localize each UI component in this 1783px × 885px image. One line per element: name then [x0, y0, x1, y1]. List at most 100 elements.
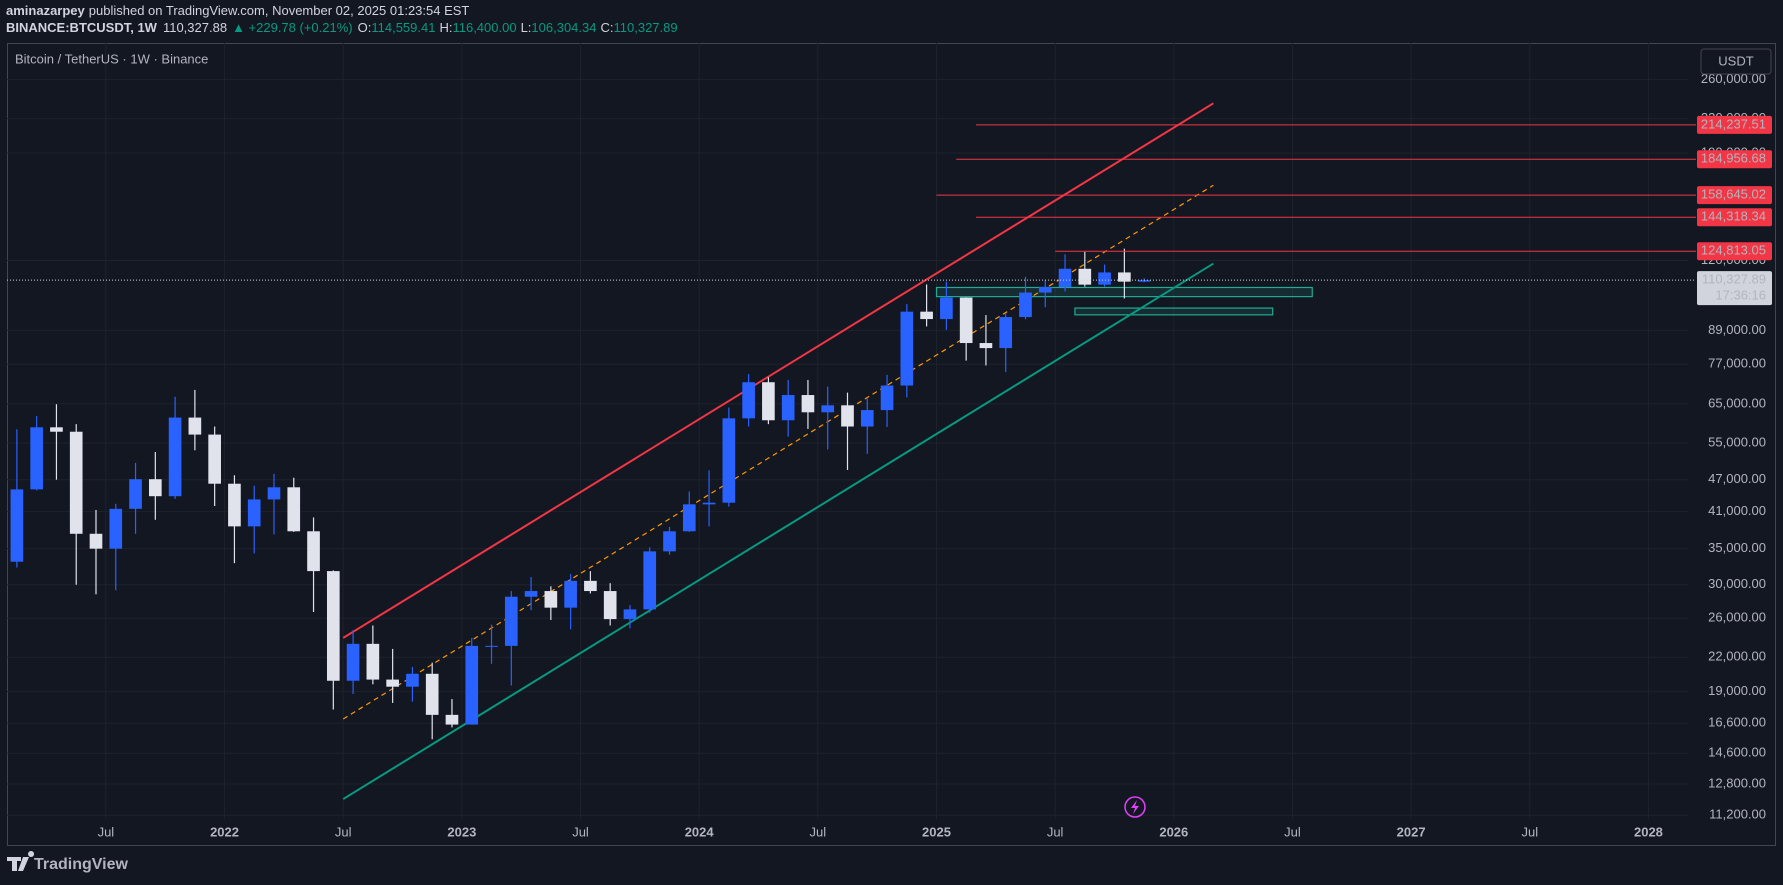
- candle-body: [504, 596, 518, 646]
- x-tick-label: Jul: [98, 824, 115, 839]
- candle-body: [603, 591, 617, 620]
- x-tick-label: Jul: [810, 824, 827, 839]
- change: ▲ +229.78 (+0.21%): [232, 20, 353, 35]
- y-tick-label: 55,000.00: [1708, 434, 1766, 449]
- candle-body: [307, 531, 320, 572]
- level-label: 144,318.34: [1701, 209, 1766, 224]
- y-tick-label: 35,000.00: [1708, 540, 1766, 555]
- candle-body: [10, 489, 24, 562]
- level-label-box: [1697, 208, 1772, 227]
- candle-body: [326, 571, 340, 681]
- candle-body: [50, 427, 63, 432]
- ohlc-value: 106,304.34: [531, 20, 596, 35]
- ohlc-key: H:: [439, 20, 452, 35]
- candle-body: [860, 410, 874, 427]
- candle-body: [623, 609, 637, 620]
- candle-body: [148, 479, 162, 497]
- trendline: [342, 262, 1214, 800]
- candle-body: [663, 531, 676, 552]
- candle-body: [781, 395, 795, 421]
- candle-body: [880, 385, 894, 411]
- y-tick-label: 41,000.00: [1708, 503, 1766, 518]
- candle-body: [742, 382, 755, 419]
- ohlc-value: 114,559.41: [371, 20, 435, 35]
- logo: [7, 851, 35, 871]
- currency[interactable]: USDT: [1718, 53, 1753, 68]
- published: published on TradingView.com, November 0…: [89, 3, 470, 18]
- candle-body: [406, 673, 419, 687]
- ohlc-key: C:: [601, 20, 614, 35]
- candle-body: [425, 673, 439, 715]
- x-tick-label: 2023: [447, 824, 476, 839]
- zone: [1074, 307, 1274, 316]
- y-tick-label: 11,200.00: [1709, 807, 1766, 822]
- candle-body: [109, 508, 123, 549]
- y-tick-label: 65,000.00: [1708, 395, 1766, 410]
- candle-body: [979, 343, 993, 349]
- candle-body: [485, 645, 498, 647]
- candle-body: [168, 417, 182, 497]
- ohlc-value: 116,400.00: [452, 20, 516, 35]
- y-tick-label: 30,000.00: [1708, 576, 1766, 591]
- level-label-box: [1697, 186, 1772, 205]
- x-tick-label: 2024: [685, 824, 715, 839]
- chart-title: Bitcoin / TetherUS · 1W · Binance: [15, 51, 208, 66]
- candle-body: [1098, 272, 1111, 285]
- candle-body: [228, 483, 241, 527]
- candle-body: [1038, 287, 1052, 293]
- candle-body: [1137, 280, 1151, 282]
- current-price-box: [1697, 271, 1772, 306]
- candle-body: [643, 551, 657, 610]
- y-tick-label: 77,000.00: [1708, 356, 1766, 371]
- candle-body: [445, 714, 459, 725]
- x-tick-label: Jul: [335, 824, 352, 839]
- header-line-2: BINANCE:BTCUSDT, 1W 110,327.88 ▲ +229.78 (…: [6, 20, 678, 35]
- candle-body: [287, 487, 301, 532]
- ohlc-value: 110,327.89: [614, 20, 678, 35]
- candle-body: [584, 580, 597, 592]
- candle-body: [188, 417, 202, 435]
- candle-body: [208, 434, 221, 484]
- candle-body: [821, 405, 835, 413]
- candle-body: [940, 297, 953, 320]
- x-tick-label: 2027: [1397, 824, 1426, 839]
- candle-body: [564, 580, 577, 608]
- level-label-box: [1697, 150, 1772, 169]
- candle-body: [386, 679, 399, 687]
- level-label: 124,813.05: [1701, 243, 1766, 258]
- candle-body: [762, 382, 775, 421]
- currency-button[interactable]: [1700, 48, 1772, 75]
- trendline: [342, 102, 1214, 639]
- plot-layer: Jul 2022 Jul 2023 Jul 2024 Jul 2025 Jul 2026 Jul 20…: [7, 43, 1772, 839]
- y-tick-label: 16,600.00: [1708, 715, 1766, 730]
- candle-body: [247, 499, 261, 527]
- current-price-label: 110,327.89: [1702, 272, 1766, 287]
- x-tick-label: 2022: [210, 824, 239, 839]
- branding: TradingView: [34, 856, 129, 873]
- candle-body: [920, 311, 933, 320]
- header-line-1: aminazarpey published on TradingView.com,…: [6, 3, 469, 18]
- chart-panel: [7, 43, 1776, 846]
- x-tick-label: Jul: [1284, 824, 1301, 839]
- level-label-box: [1697, 242, 1772, 261]
- y-tick-label: 47,000.00: [1708, 471, 1766, 486]
- candle-body: [1058, 268, 1072, 288]
- y-tick-label: 260,000.00: [1701, 71, 1766, 86]
- candle-body: [900, 311, 914, 386]
- y-tick-label: 89,000.00: [1708, 322, 1766, 337]
- ohlc-key: O:: [358, 20, 372, 35]
- y-tick-label: 26,000.00: [1708, 610, 1766, 625]
- level-label-box: [1697, 115, 1772, 134]
- candle-body: [346, 643, 360, 681]
- candle-body: [30, 427, 43, 490]
- candle-body: [544, 591, 558, 608]
- events-icon[interactable]: [1124, 796, 1146, 818]
- y-tick-label: 19,000.00: [1708, 683, 1766, 698]
- lightning: [1131, 800, 1139, 814]
- level-label: 214,237.51: [1701, 116, 1766, 131]
- candle-body: [1019, 292, 1032, 318]
- y-tick-label: 12,800.00: [1708, 775, 1766, 790]
- x-tick-label: Jul: [1047, 824, 1064, 839]
- candle-body: [129, 479, 142, 509]
